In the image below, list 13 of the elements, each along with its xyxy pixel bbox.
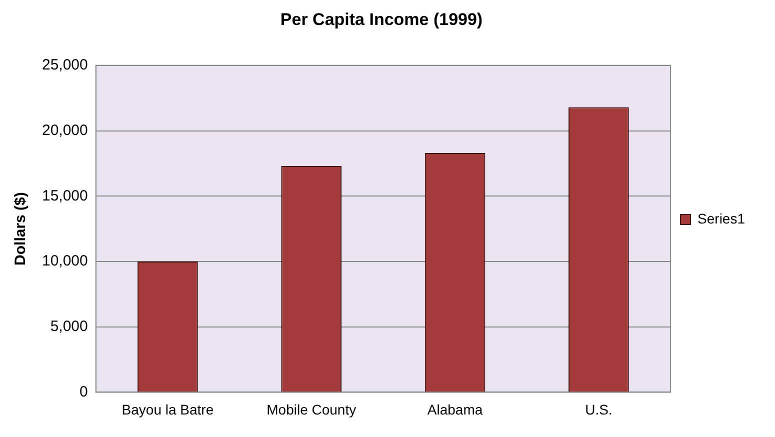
y-tick-label: 25,000 — [42, 56, 88, 74]
x-tick-label: Mobile County — [266, 401, 356, 418]
x-tick-label: U.S. — [585, 401, 612, 418]
x-tick-label: Alabama — [427, 401, 483, 418]
legend-label: Series1 — [698, 210, 746, 226]
x-tick-label: Bayou la Batre — [122, 401, 214, 418]
y-tick-label: 20,000 — [42, 122, 88, 139]
y-tick-label: 0 — [80, 383, 88, 400]
y-tick-label: 10,000 — [42, 252, 88, 270]
y-tick-label: 15,000 — [42, 187, 88, 204]
y-axis-title: Dollars ($) — [12, 192, 30, 266]
y-tick-label: 5,000 — [50, 318, 88, 335]
chart-title: Per Capita Income (1999) — [280, 10, 483, 29]
